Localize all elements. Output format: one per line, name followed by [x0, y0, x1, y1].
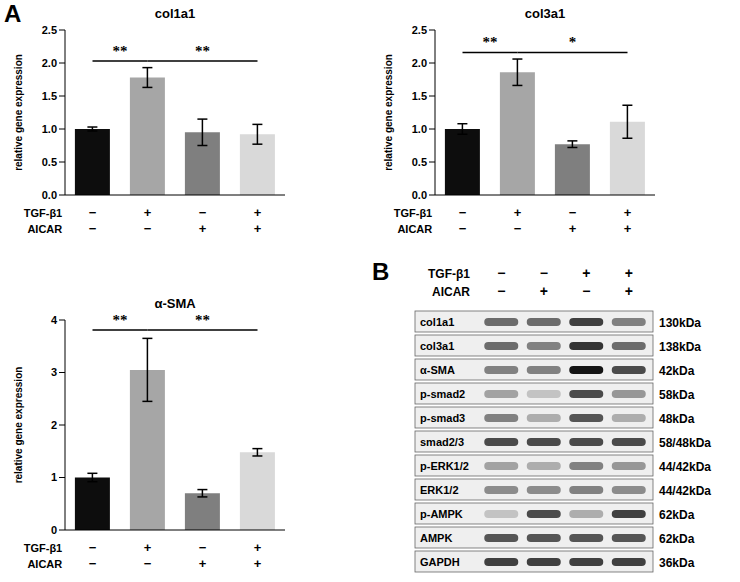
- svg-text:2: 2: [51, 419, 57, 431]
- svg-text:−: −: [144, 221, 152, 236]
- svg-text:0: 0: [51, 524, 57, 536]
- svg-text:GAPDH: GAPDH: [420, 556, 460, 568]
- svg-text:relative gene expression: relative gene expression: [383, 54, 394, 171]
- svg-text:+: +: [625, 265, 633, 281]
- svg-text:relative gene expression: relative gene expression: [13, 367, 24, 484]
- svg-text:−: −: [199, 540, 207, 555]
- svg-text:3: 3: [51, 366, 57, 378]
- svg-text:p-smad2: p-smad2: [420, 388, 465, 400]
- svg-text:1: 1: [51, 471, 57, 483]
- svg-text:−: −: [540, 265, 548, 281]
- svg-text:TGF-β1: TGF-β1: [394, 207, 433, 219]
- svg-text:−: −: [514, 221, 522, 236]
- svg-text:−: −: [459, 221, 467, 236]
- svg-text:**: **: [113, 312, 128, 328]
- svg-text:2.5: 2.5: [42, 24, 57, 36]
- svg-text:62kDa: 62kDa: [659, 508, 695, 522]
- svg-text:+: +: [624, 205, 632, 220]
- svg-text:2.5: 2.5: [412, 24, 427, 36]
- svg-text:col3a1: col3a1: [420, 340, 454, 352]
- svg-text:AICAR: AICAR: [397, 223, 432, 235]
- svg-text:+: +: [514, 205, 522, 220]
- svg-text:−: −: [89, 221, 97, 236]
- svg-text:+: +: [199, 556, 207, 571]
- svg-text:**: **: [483, 34, 498, 50]
- svg-text:−: −: [459, 205, 467, 220]
- svg-text:−: −: [89, 205, 97, 220]
- svg-text:0.0: 0.0: [412, 189, 427, 201]
- svg-text:α-SMA: α-SMA: [420, 364, 455, 376]
- svg-text:TGF-β1: TGF-β1: [428, 267, 470, 281]
- svg-text:smad2/3: smad2/3: [420, 436, 464, 448]
- svg-text:58/48kDa: 58/48kDa: [659, 436, 711, 450]
- svg-text:TGF-β1: TGF-β1: [24, 207, 63, 219]
- svg-text:*: *: [569, 34, 577, 50]
- svg-text:+: +: [582, 265, 590, 281]
- svg-text:−: −: [497, 283, 505, 299]
- svg-text:1.5: 1.5: [412, 90, 427, 102]
- svg-text:2.0: 2.0: [412, 57, 427, 69]
- svg-text:42kDa: 42kDa: [659, 364, 695, 378]
- svg-text:+: +: [254, 556, 262, 571]
- svg-text:0.5: 0.5: [412, 156, 427, 168]
- html-text:α-SMA: α-SMA: [154, 296, 196, 311]
- svg-text:+: +: [569, 221, 577, 236]
- svg-text:+: +: [540, 283, 548, 299]
- svg-text:1.5: 1.5: [42, 90, 57, 102]
- svg-text:−: −: [89, 540, 97, 555]
- svg-text:58kDa: 58kDa: [659, 388, 695, 402]
- svg-text:**: **: [113, 43, 128, 59]
- svg-text:ERK1/2: ERK1/2: [420, 484, 459, 496]
- svg-text:2.0: 2.0: [42, 57, 57, 69]
- svg-text:130kDa: 130kDa: [659, 316, 701, 330]
- svg-text:+: +: [144, 205, 152, 220]
- svg-text:−: −: [144, 556, 152, 571]
- html-text:col3a1: col3a1: [524, 6, 566, 21]
- svg-text:p-smad3: p-smad3: [420, 412, 465, 424]
- svg-text:1.0: 1.0: [412, 123, 427, 135]
- svg-text:62kDa: 62kDa: [659, 532, 695, 546]
- svg-text:44/42kDa: 44/42kDa: [659, 460, 711, 474]
- html-text:B: B: [372, 258, 390, 285]
- svg-text:+: +: [254, 540, 262, 555]
- svg-text:4: 4: [51, 314, 58, 326]
- svg-text:AICAR: AICAR: [27, 558, 62, 570]
- svg-text:AMPK: AMPK: [420, 532, 452, 544]
- svg-text:**: **: [195, 312, 210, 328]
- html-text:col1a1: col1a1: [154, 6, 196, 21]
- svg-text:TGF-β1: TGF-β1: [24, 542, 63, 554]
- svg-text:48kDa: 48kDa: [659, 412, 695, 426]
- svg-text:44/42kDa: 44/42kDa: [659, 484, 711, 498]
- svg-text:+: +: [254, 205, 262, 220]
- svg-text:+: +: [625, 283, 633, 299]
- svg-text:relative gene expression: relative gene expression: [13, 54, 24, 171]
- svg-text:−: −: [199, 205, 207, 220]
- svg-text:**: **: [195, 43, 210, 59]
- svg-text:−: −: [497, 265, 505, 281]
- svg-text:−: −: [89, 556, 97, 571]
- svg-text:36kDa: 36kDa: [659, 556, 695, 570]
- svg-text:0.5: 0.5: [42, 156, 57, 168]
- svg-text:+: +: [624, 221, 632, 236]
- svg-text:+: +: [254, 221, 262, 236]
- svg-text:138kDa: 138kDa: [659, 340, 701, 354]
- svg-text:1.0: 1.0: [42, 123, 57, 135]
- svg-text:0.0: 0.0: [42, 189, 57, 201]
- svg-text:AICAR: AICAR: [432, 285, 470, 299]
- svg-text:−: −: [569, 205, 577, 220]
- svg-text:−: −: [582, 283, 590, 299]
- svg-text:p-AMPK: p-AMPK: [420, 508, 463, 520]
- svg-text:+: +: [144, 540, 152, 555]
- svg-text:col1a1: col1a1: [420, 316, 454, 328]
- svg-text:p-ERK1/2: p-ERK1/2: [420, 460, 469, 472]
- html-text:A: A: [4, 0, 22, 27]
- svg-text:AICAR: AICAR: [27, 223, 62, 235]
- svg-text:+: +: [199, 221, 207, 236]
